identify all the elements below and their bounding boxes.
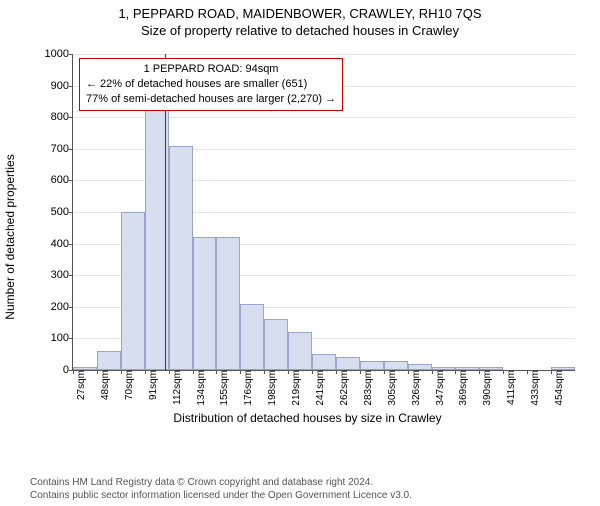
xtick-label: 155sqm	[219, 370, 230, 414]
xtick-mark	[264, 370, 265, 374]
xtick-label: 326sqm	[411, 370, 422, 414]
footer: Contains HM Land Registry data © Crown c…	[30, 477, 590, 502]
annotation-line-1: 1 PEPPARD ROAD: 94sqm	[86, 62, 336, 77]
ytick-label: 0	[63, 364, 73, 376]
ytick-label: 1000	[45, 48, 73, 60]
xtick-mark	[432, 370, 433, 374]
xtick-label: 283sqm	[363, 370, 374, 414]
xtick-mark	[479, 370, 480, 374]
histogram-bar	[193, 237, 217, 370]
xtick-label: 112sqm	[172, 370, 183, 414]
xtick-label: 347sqm	[435, 370, 446, 414]
ytick-label: 200	[51, 301, 73, 313]
histogram-bar	[336, 357, 360, 370]
xtick-mark	[169, 370, 170, 374]
histogram-bar	[216, 237, 240, 370]
xtick-label: 305sqm	[387, 370, 398, 414]
chart-container: Number of detached properties 0100200300…	[30, 54, 585, 419]
histogram-bar	[360, 361, 384, 370]
xtick-label: 390sqm	[482, 370, 493, 414]
xtick-label: 91sqm	[148, 370, 159, 414]
x-axis-label: Distribution of detached houses by size …	[173, 411, 441, 425]
histogram-bar	[121, 212, 145, 370]
annotation-line-2: ← 22% of detached houses are smaller (65…	[86, 77, 336, 92]
ytick-label: 900	[51, 80, 73, 92]
xtick-label: 454sqm	[554, 370, 565, 414]
xtick-mark	[73, 370, 74, 374]
xtick-label: 48sqm	[100, 370, 111, 414]
histogram-bar	[312, 354, 336, 370]
xtick-mark	[288, 370, 289, 374]
xtick-mark	[551, 370, 552, 374]
xtick-mark	[384, 370, 385, 374]
xtick-label: 369sqm	[458, 370, 469, 414]
xtick-mark	[193, 370, 194, 374]
ytick-label: 500	[51, 206, 73, 218]
xtick-mark	[240, 370, 241, 374]
ytick-label: 800	[51, 111, 73, 123]
annotation-box: 1 PEPPARD ROAD: 94sqm ← 22% of detached …	[79, 58, 343, 111]
histogram-bar	[288, 332, 312, 370]
xtick-mark	[145, 370, 146, 374]
xtick-label: 241sqm	[315, 370, 326, 414]
ytick-label: 100	[51, 332, 73, 344]
ytick-label: 400	[51, 238, 73, 250]
gridline	[73, 54, 575, 55]
xtick-mark	[360, 370, 361, 374]
footer-line-1: Contains HM Land Registry data © Crown c…	[30, 477, 590, 490]
xtick-label: 219sqm	[291, 370, 302, 414]
page-subtitle: Size of property relative to detached ho…	[0, 23, 600, 38]
xtick-label: 262sqm	[339, 370, 350, 414]
xtick-mark	[503, 370, 504, 374]
xtick-label: 433sqm	[530, 370, 541, 414]
plot-area: 0100200300400500600700800900100027sqm48s…	[72, 54, 575, 371]
xtick-label: 27sqm	[76, 370, 87, 414]
xtick-mark	[408, 370, 409, 374]
histogram-bar	[384, 361, 408, 370]
xtick-mark	[121, 370, 122, 374]
xtick-mark	[336, 370, 337, 374]
histogram-bar	[240, 304, 264, 370]
xtick-mark	[97, 370, 98, 374]
xtick-mark	[527, 370, 528, 374]
xtick-label: 134sqm	[196, 370, 207, 414]
xtick-label: 70sqm	[124, 370, 135, 414]
xtick-mark	[312, 370, 313, 374]
xtick-label: 176sqm	[243, 370, 254, 414]
xtick-mark	[216, 370, 217, 374]
xtick-mark	[455, 370, 456, 374]
histogram-bar	[169, 146, 193, 370]
ytick-label: 700	[51, 143, 73, 155]
xtick-label: 198sqm	[267, 370, 278, 414]
histogram-bar	[264, 319, 288, 370]
ytick-label: 600	[51, 174, 73, 186]
annotation-line-3: 77% of semi-detached houses are larger (…	[86, 92, 336, 107]
xtick-label: 411sqm	[506, 370, 517, 414]
ytick-label: 300	[51, 269, 73, 281]
y-axis-label: Number of detached properties	[3, 154, 17, 319]
histogram-bar	[97, 351, 121, 370]
page-title: 1, PEPPARD ROAD, MAIDENBOWER, CRAWLEY, R…	[0, 6, 600, 21]
footer-line-2: Contains public sector information licen…	[30, 490, 590, 503]
